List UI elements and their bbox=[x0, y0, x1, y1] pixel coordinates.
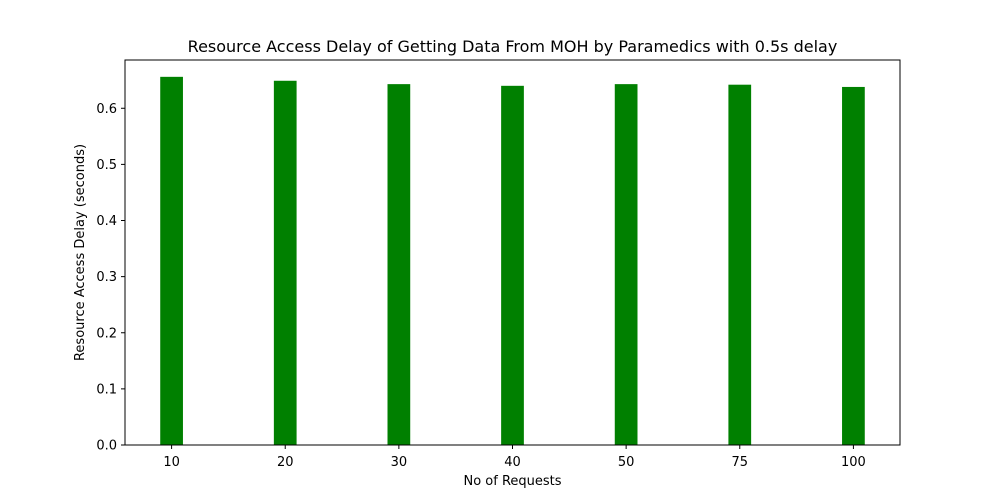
x-axis-ticks: 10 20 30 40 50 75 100 bbox=[163, 445, 866, 470]
bar-50 bbox=[614, 84, 638, 445]
x-tick-label: 100 bbox=[841, 455, 866, 470]
y-tick-label: 0.6 bbox=[96, 102, 117, 117]
plot-frame bbox=[124, 59, 901, 446]
x-tick-label: 50 bbox=[618, 455, 635, 470]
bar-75 bbox=[728, 84, 752, 445]
bar-40 bbox=[501, 85, 524, 445]
chart-title: Resource Access Delay of Getting Data Fr… bbox=[188, 37, 838, 56]
y-axis-label: Resource Access Delay (seconds) bbox=[73, 144, 88, 361]
y-tick-label: 0.3 bbox=[96, 270, 117, 285]
y-axis-ticks: 0.0 0.1 0.2 0.3 0.4 0.5 0.6 bbox=[96, 102, 125, 454]
bar-10 bbox=[160, 76, 183, 445]
x-axis-label: No of Requests bbox=[463, 474, 561, 489]
bar-100 bbox=[842, 86, 865, 445]
y-tick-label: 0.2 bbox=[96, 326, 117, 341]
x-tick-label: 10 bbox=[163, 455, 180, 470]
x-tick-label: 40 bbox=[504, 455, 521, 470]
bar-20 bbox=[273, 80, 297, 445]
bar-30 bbox=[387, 84, 411, 445]
y-tick-label: 0.1 bbox=[96, 382, 117, 397]
x-tick-label: 20 bbox=[277, 455, 294, 470]
x-tick-label: 75 bbox=[731, 455, 748, 470]
x-tick-label: 30 bbox=[391, 455, 408, 470]
y-tick-label: 0.4 bbox=[96, 214, 117, 229]
y-tick-label: 0.0 bbox=[96, 439, 117, 454]
y-tick-label: 0.5 bbox=[96, 158, 117, 173]
bars-layer bbox=[160, 76, 865, 445]
